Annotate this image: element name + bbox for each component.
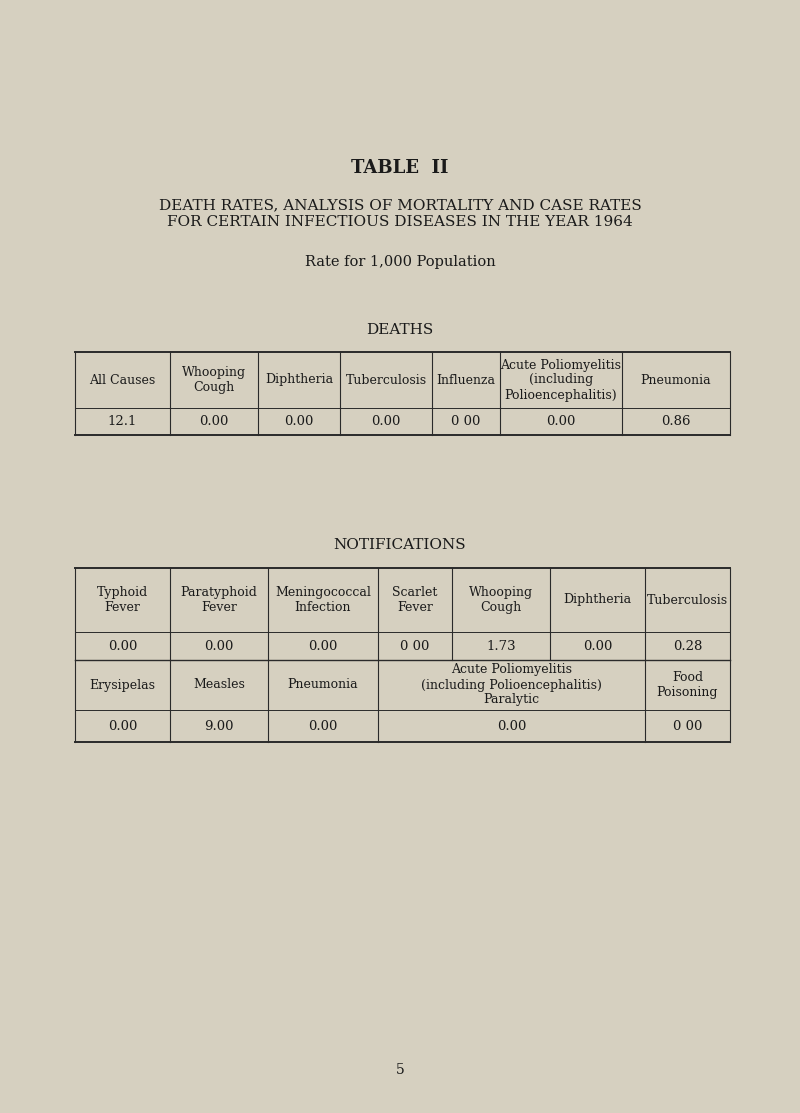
Text: TABLE  II: TABLE II — [351, 159, 449, 177]
Text: Whooping
Cough: Whooping Cough — [182, 366, 246, 394]
Text: 9.00: 9.00 — [204, 719, 234, 732]
Text: Meningococcal
Infection: Meningococcal Infection — [275, 587, 371, 614]
Text: Influenza: Influenza — [437, 374, 495, 386]
Text: 0.00: 0.00 — [308, 640, 338, 652]
Text: 0 00: 0 00 — [451, 415, 481, 429]
Text: 0.00: 0.00 — [199, 415, 229, 429]
Text: 0.00: 0.00 — [108, 640, 137, 652]
Text: 1.73: 1.73 — [486, 640, 516, 652]
Text: Tuberculosis: Tuberculosis — [647, 593, 728, 607]
Text: Paratyphoid
Fever: Paratyphoid Fever — [181, 587, 258, 614]
Text: NOTIFICATIONS: NOTIFICATIONS — [334, 538, 466, 552]
Text: 0 00: 0 00 — [400, 640, 430, 652]
Text: 0.00: 0.00 — [497, 719, 526, 732]
Text: 0.00: 0.00 — [204, 640, 234, 652]
Text: FOR CERTAIN INFECTIOUS DISEASES IN THE YEAR 1964: FOR CERTAIN INFECTIOUS DISEASES IN THE Y… — [167, 215, 633, 229]
Text: Whooping
Cough: Whooping Cough — [469, 587, 533, 614]
Text: Erysipelas: Erysipelas — [90, 679, 155, 691]
Text: 0.00: 0.00 — [371, 415, 401, 429]
Text: 0.86: 0.86 — [662, 415, 690, 429]
Text: Diphtheria: Diphtheria — [265, 374, 333, 386]
Text: Tuberculosis: Tuberculosis — [346, 374, 426, 386]
Text: 0.00: 0.00 — [583, 640, 612, 652]
Text: 0.28: 0.28 — [673, 640, 702, 652]
Text: DEATHS: DEATHS — [366, 323, 434, 337]
Text: Pneumonia: Pneumonia — [288, 679, 358, 691]
Text: Food
Poisoning: Food Poisoning — [657, 671, 718, 699]
Text: 0 00: 0 00 — [673, 719, 702, 732]
Text: 5: 5 — [396, 1063, 404, 1077]
Text: DEATH RATES, ANALYSIS OF MORTALITY AND CASE RATES: DEATH RATES, ANALYSIS OF MORTALITY AND C… — [158, 198, 642, 211]
Text: Diphtheria: Diphtheria — [563, 593, 631, 607]
Text: Acute Poliomyelitis
(including
Polioencephalitis): Acute Poliomyelitis (including Polioence… — [501, 358, 622, 402]
Text: 0.00: 0.00 — [284, 415, 314, 429]
Text: 0.00: 0.00 — [308, 719, 338, 732]
Text: 0.00: 0.00 — [546, 415, 576, 429]
Text: Acute Poliomyelitis
(including Polioencephalitis)
Paralytic: Acute Poliomyelitis (including Polioence… — [421, 663, 602, 707]
Text: All Causes: All Causes — [90, 374, 156, 386]
Text: Typhoid
Fever: Typhoid Fever — [97, 587, 148, 614]
Text: Pneumonia: Pneumonia — [641, 374, 711, 386]
Text: Measles: Measles — [193, 679, 245, 691]
Text: Rate for 1,000 Population: Rate for 1,000 Population — [305, 255, 495, 269]
Text: Scarlet
Fever: Scarlet Fever — [392, 587, 438, 614]
Text: 12.1: 12.1 — [108, 415, 137, 429]
Text: 0.00: 0.00 — [108, 719, 137, 732]
